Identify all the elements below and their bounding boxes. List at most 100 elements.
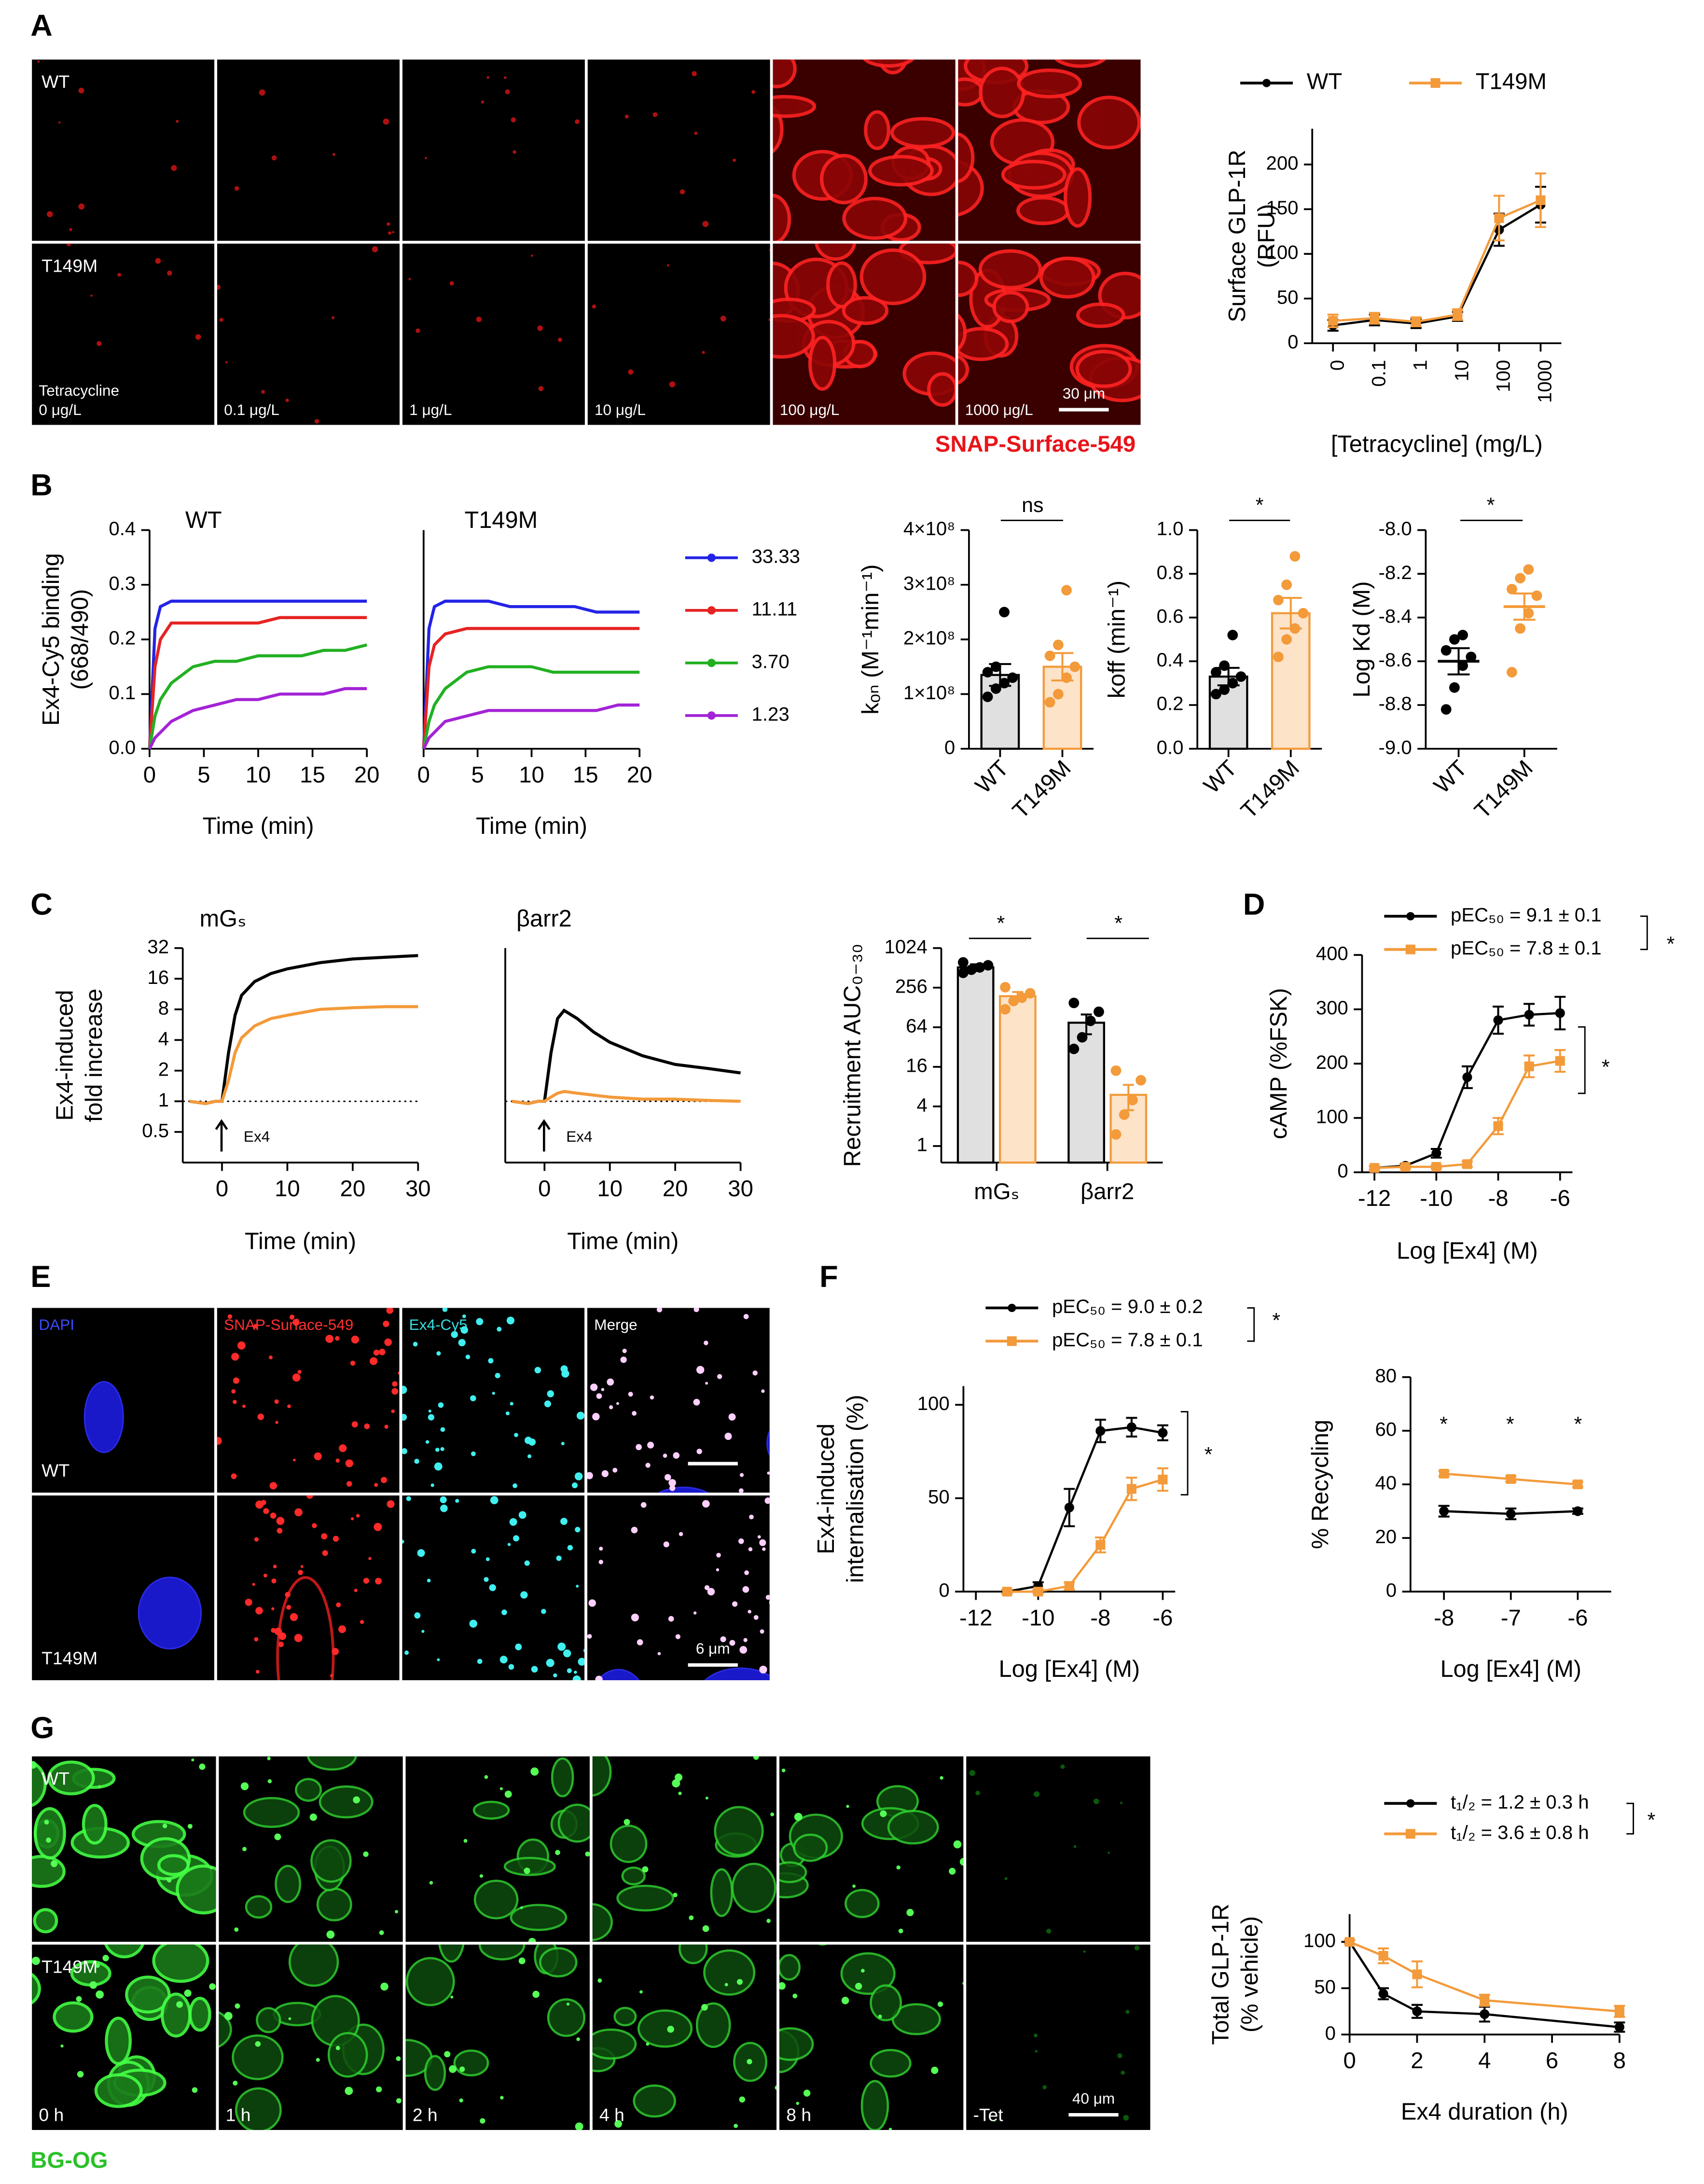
series-line [148,599,367,749]
cell-texture [480,2118,485,2124]
cell-texture [257,1413,264,1420]
cell-texture [51,1860,58,1867]
cell-texture [427,1578,431,1583]
cell-bg [587,59,770,241]
series-line [422,599,640,749]
y-tick-label: 0.2 [109,627,136,649]
cell-texture [405,1957,455,2006]
data-point [990,683,1001,694]
bar [998,995,1037,1164]
x-tick-label: -8 [1434,1605,1454,1631]
y-tick-label: 0.1 [109,682,136,704]
annotation: Ex4 [566,1128,592,1145]
cell-texture [254,1537,259,1542]
cell-texture [859,248,927,305]
error-bar [1447,647,1470,676]
annotation: ns [1022,494,1043,517]
y-tick-label: 0.5 [142,1120,169,1141]
cell-texture [374,1522,382,1531]
bar [956,966,995,1164]
y-tick-label: 100 [1316,1106,1348,1127]
cell-texture [819,153,868,205]
data-point [1095,1540,1106,1550]
cell-texture [37,60,40,63]
y-tick-label: 20 [1375,1526,1397,1548]
cell-texture [840,1952,896,1995]
cell-texture [631,1613,639,1622]
data-point [1457,660,1468,671]
column-label: 100 μg/L [780,401,839,418]
cell-texture [898,1928,903,1934]
annotation: * [1667,932,1675,955]
cell-texture [460,1326,468,1334]
cell-texture [575,1527,581,1533]
micrograph-cell [402,1308,585,1493]
cell-texture [300,1565,304,1568]
data-point [1524,1061,1534,1071]
cell-texture [592,1756,612,1797]
cell-texture [316,1887,352,1921]
cell-texture [640,1502,647,1508]
cell-texture [511,117,516,123]
x-tick-label: 1 [1409,360,1431,371]
cell-texture [430,1483,434,1487]
cell-texture [289,1314,295,1320]
cell-texture [310,1839,352,1883]
cell-texture [95,1963,100,1968]
cell-texture [764,1497,770,1504]
cell-texture [753,1756,759,1760]
cell-texture [585,1852,590,1857]
cell-texture [962,1981,964,1985]
cell-texture [1123,2115,1129,2121]
cell-texture [255,2041,261,2047]
data-point [1480,2009,1490,2019]
cell-texture [437,1658,440,1661]
cell-texture [669,381,676,387]
cell-texture [449,2065,457,2073]
data-point [1227,630,1238,640]
cell-texture [628,1392,633,1397]
legend-swatch [1405,944,1415,954]
cell-texture [294,1508,303,1517]
data-point [1515,623,1526,634]
cell-texture [724,1432,732,1440]
cell-texture [992,290,1029,323]
cell-texture [424,157,427,159]
cell-texture [1001,160,1067,190]
cell-texture [714,1806,764,1856]
panel-letter: C [30,887,53,921]
cell-texture [993,2120,996,2122]
cell-texture [878,2015,882,2018]
cell-texture [450,1995,454,1999]
cell-texture [263,1574,267,1578]
micrograph-cell [958,243,1141,425]
y-axis-label: cAMP (%FSK) [1266,988,1292,1139]
cell-texture [650,1395,654,1400]
column-label: 0 h [39,2104,64,2125]
annotation: * [1487,494,1495,517]
legend-swatch [1405,1829,1415,1839]
cell-texture [245,1895,273,1919]
cell-texture [332,153,335,156]
legend-swatch [1406,912,1415,921]
cell-texture [773,314,815,359]
cell-texture [233,2080,238,2086]
cell-texture [503,1856,556,1876]
cell-texture [53,2001,94,2033]
data-point [1068,997,1080,1009]
cell-texture [887,1810,939,1845]
cell-texture [233,1399,237,1404]
cell-texture [1035,2049,1038,2053]
data-point [1493,1121,1503,1131]
cell-texture [779,1982,786,1990]
cell-texture [1094,1798,1099,1804]
data-point [1273,594,1284,606]
x-tick-label: 100 [1492,360,1514,392]
cell-bg [217,59,400,241]
cell-texture [890,117,956,149]
panel-letter: A [30,9,53,42]
x-tick-label: -12 [1358,1186,1391,1211]
cell-texture [368,1557,372,1560]
cell-texture [462,1314,466,1318]
cell-texture [434,1462,443,1471]
